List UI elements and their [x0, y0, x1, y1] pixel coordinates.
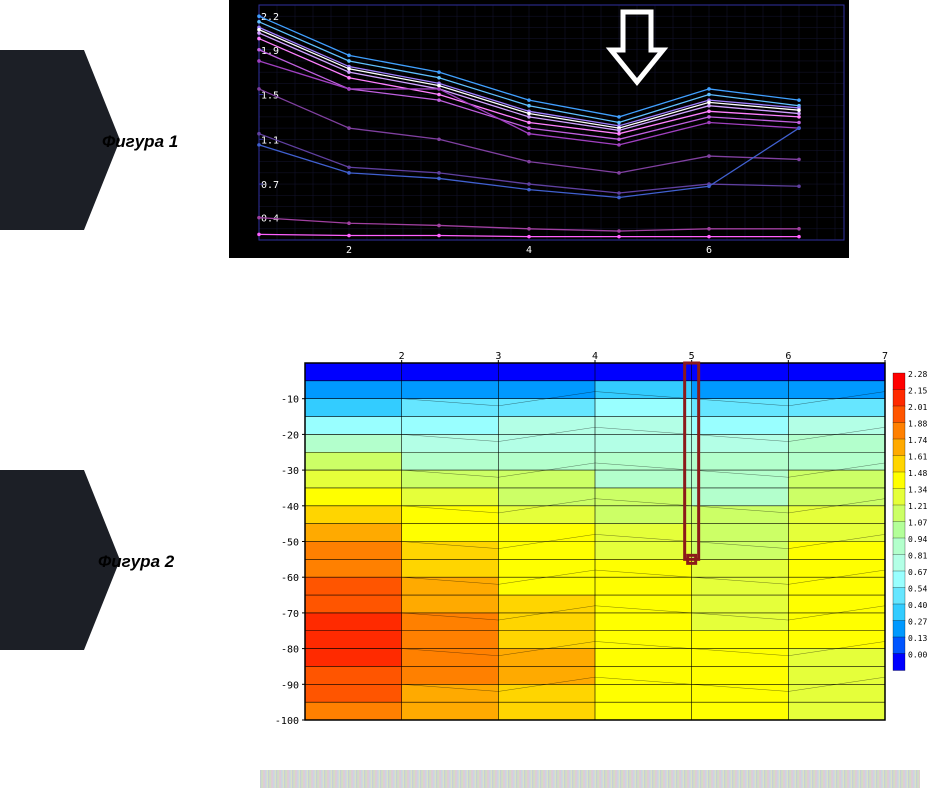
- chart-2-svg: 234567-10-20-30-40-50-60-70-80-90-1002.2…: [260, 345, 940, 725]
- svg-text:0.94: 0.94: [908, 535, 927, 544]
- svg-text:2.01: 2.01: [908, 403, 927, 412]
- svg-text:0.27: 0.27: [908, 618, 927, 627]
- svg-text:-70: -70: [281, 609, 299, 620]
- svg-text:2: 2: [346, 245, 352, 256]
- svg-text:0.81: 0.81: [908, 552, 927, 561]
- svg-text:1.88: 1.88: [908, 420, 927, 429]
- chart-2: 234567-10-20-30-40-50-60-70-80-90-1002.2…: [260, 345, 940, 725]
- svg-text:0.54: 0.54: [908, 585, 927, 594]
- svg-text:4: 4: [526, 245, 532, 256]
- svg-text:-60: -60: [281, 573, 299, 584]
- svg-text:1.07: 1.07: [908, 519, 927, 528]
- figure-2-label: Фигура 2: [98, 552, 174, 572]
- svg-text:1.74: 1.74: [908, 436, 927, 445]
- svg-text:2.28: 2.28: [908, 370, 927, 379]
- decorative-strip: [260, 770, 920, 788]
- svg-text:0.13: 0.13: [908, 634, 927, 643]
- svg-text:0.00: 0.00: [908, 651, 927, 660]
- svg-text:6: 6: [706, 245, 712, 256]
- svg-text:0.40: 0.40: [908, 601, 927, 610]
- svg-text:-10: -10: [281, 395, 299, 406]
- figure-1-label: Фигура 1: [102, 132, 178, 152]
- svg-text:-90: -90: [281, 680, 299, 691]
- svg-text:0.7: 0.7: [261, 180, 279, 191]
- svg-text:-50: -50: [281, 538, 299, 549]
- svg-text:-20: -20: [281, 430, 299, 441]
- svg-text:1.34: 1.34: [908, 486, 927, 495]
- svg-text:1.48: 1.48: [908, 469, 927, 478]
- svg-text:1.21: 1.21: [908, 502, 927, 511]
- chart-1-svg: 0.40.71.11.51.92.2246: [229, 0, 849, 258]
- svg-text:-40: -40: [281, 502, 299, 513]
- chart-1: 0.40.71.11.51.92.2246: [229, 0, 849, 258]
- svg-text:-100: -100: [275, 716, 299, 725]
- svg-text:-30: -30: [281, 466, 299, 477]
- svg-text:2.15: 2.15: [908, 387, 927, 396]
- svg-text:0.67: 0.67: [908, 568, 927, 577]
- svg-text:1.61: 1.61: [908, 453, 927, 462]
- svg-text:-80: -80: [281, 645, 299, 656]
